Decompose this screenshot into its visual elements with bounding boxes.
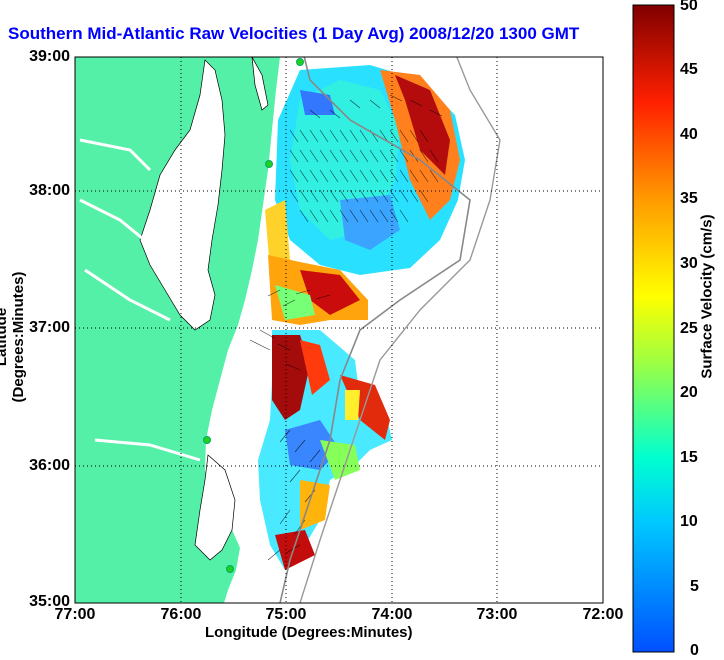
colorbar-tick: 30 [680,255,698,272]
delaware-bay [251,57,269,111]
lat-tick-label: 35:00 [29,593,70,610]
velocity-field [258,65,465,570]
colorbar-tick: 10 [680,513,698,530]
velocity-vectors [249,94,443,561]
chesapeake-bay [139,59,226,331]
x-axis-label: Longitude (Degrees:Minutes) [205,624,413,641]
lat-tick-label: 36:00 [29,457,70,474]
colorbar-tick: 45 [680,61,698,78]
pamlico-sound [194,454,236,561]
lon-tick-label: 74:00 [371,606,413,623]
colorbar-tick: 15 [680,449,698,466]
lat-tick-label: 37:00 [29,319,70,336]
graticule [75,57,603,603]
lon-tick-label: 73:00 [476,606,518,623]
lon-tick-label: 76:00 [160,606,202,623]
colorbar-label: Surface Velocity (cm/s) [698,214,716,379]
colorbar-tick: 5 [690,578,699,595]
colorbar-tick: 0 [690,642,699,659]
isobath-outer [299,57,501,603]
colorbar-tick: 35 [680,190,698,207]
y-axis-label: Latitude (Degrees:Minutes) [0,271,27,403]
colorbar-tick: 20 [680,384,698,401]
lon-tick-label: 72:00 [582,606,624,623]
radar-sites [203,58,304,573]
lon-tick-label: 77:00 [54,606,96,623]
lat-tick-label: 38:00 [29,182,70,199]
lon-tick-label: 75:00 [265,606,307,623]
colorbar-tick: 50 [680,0,698,14]
isobath [279,57,471,603]
colorbar-tick: 40 [680,126,698,143]
colorbar-tick: 25 [680,320,698,337]
chart-title: Southern Mid-Atlantic Raw Velocities (1 … [8,24,580,43]
lat-tick-label: 39:00 [29,48,70,65]
colorbar [632,4,675,653]
land-mass [75,57,280,603]
